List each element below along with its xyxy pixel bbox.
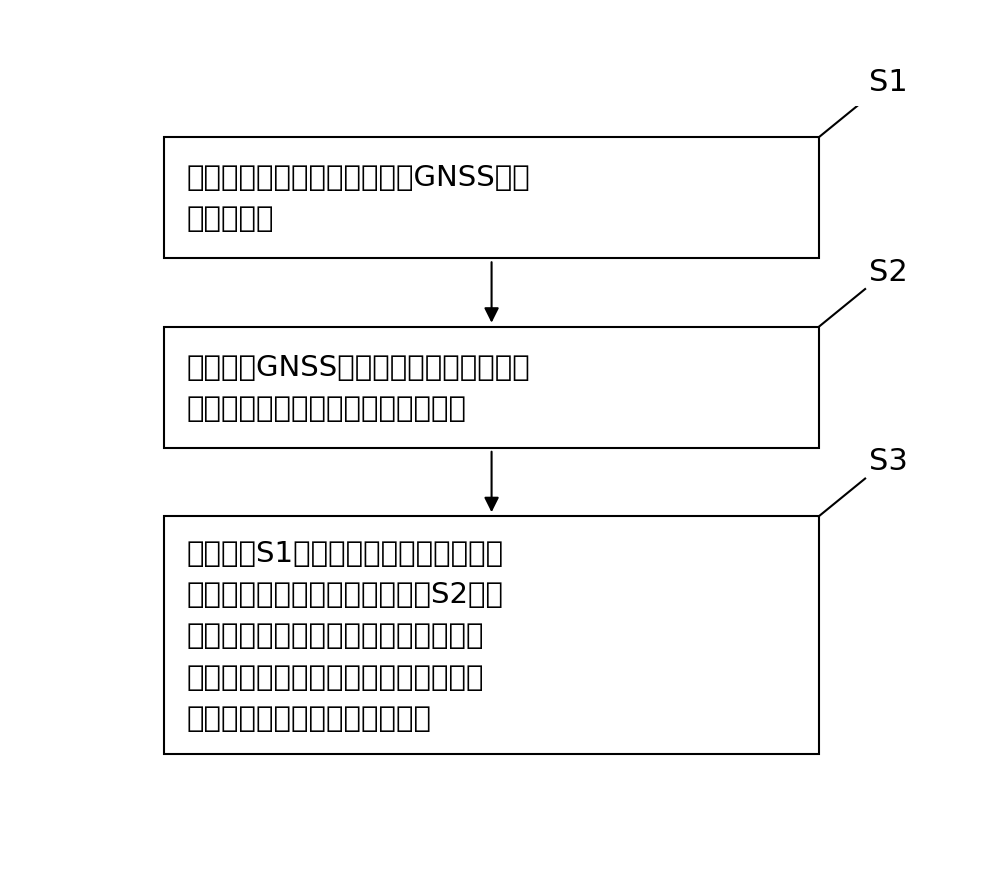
Text: S3: S3 xyxy=(869,447,908,476)
Text: S2: S2 xyxy=(869,257,908,286)
Text: 获取星间链路测距数据、星载GNSS接收
机观测数据: 获取星间链路测距数据、星载GNSS接收 机观测数据 xyxy=(187,164,531,233)
Text: 根据星载GNSS接收机观测数据，构建联
合平差模型，得到低轨卫星定轨结果: 根据星载GNSS接收机观测数据，构建联 合平差模型，得到低轨卫星定轨结果 xyxy=(187,353,531,422)
FancyBboxPatch shape xyxy=(164,327,819,448)
FancyBboxPatch shape xyxy=(164,139,819,258)
FancyBboxPatch shape xyxy=(164,517,819,755)
Text: S1: S1 xyxy=(869,68,908,97)
Text: 根据步骤S1中的星间链路测距数据构建
低轨卫星星座空间网络，以步骤S2得到
的低轨卫星定轨结果为基础，根据低轨
卫星星座空间网络和联合平差模型，得
到低轨卫星星: 根据步骤S1中的星间链路测距数据构建 低轨卫星星座空间网络，以步骤S2得到 的低… xyxy=(187,539,504,732)
